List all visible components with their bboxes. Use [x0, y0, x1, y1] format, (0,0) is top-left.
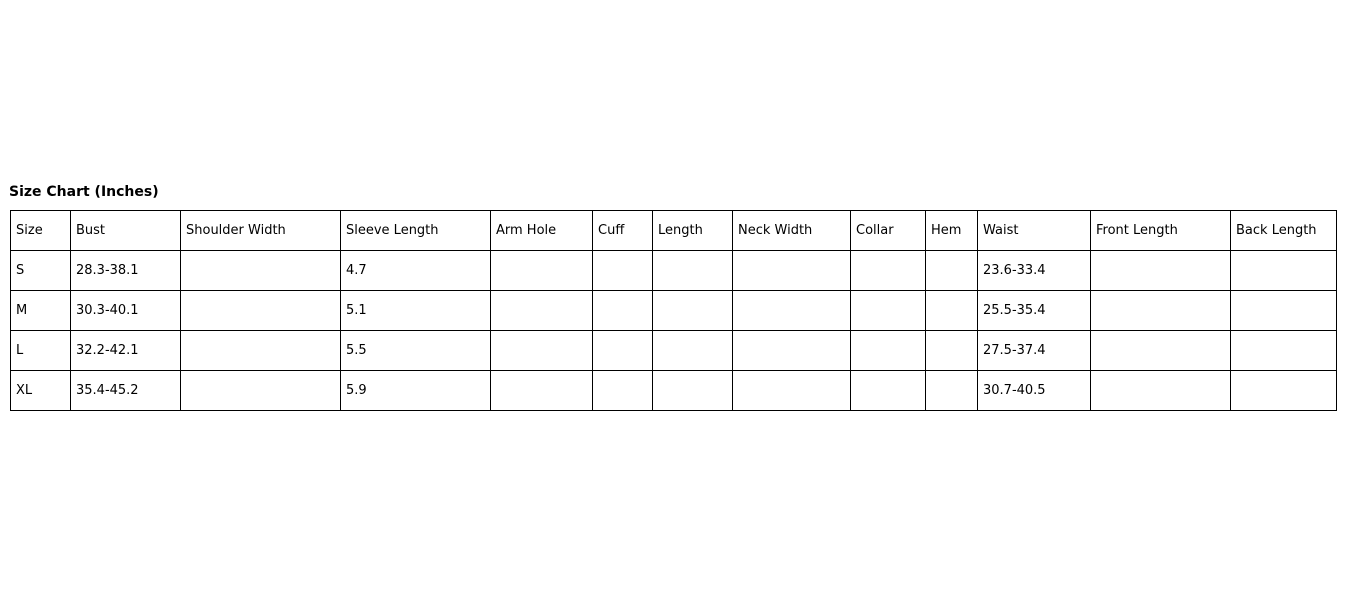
cell-sleeve-length: 5.5	[340, 330, 491, 371]
cell-size: XL	[10, 370, 71, 411]
cell-length	[652, 330, 733, 371]
cell-neck-width	[732, 330, 851, 371]
column-header-bust: Bust	[70, 210, 181, 251]
table-row-m: M 30.3-40.1 5.1 25.5-35.4	[10, 290, 1337, 331]
cell-bust: 28.3-38.1	[70, 250, 181, 291]
cell-front-length	[1090, 250, 1231, 291]
cell-shoulder-width	[180, 290, 341, 331]
cell-arm-hole	[490, 290, 593, 331]
cell-waist: 23.6-33.4	[977, 250, 1091, 291]
table-row-s: S 28.3-38.1 4.7 23.6-33.4	[10, 250, 1337, 291]
cell-length	[652, 290, 733, 331]
size-chart-table: Size Bust Shoulder Width Sleeve Length A…	[10, 210, 1337, 411]
cell-neck-width	[732, 370, 851, 411]
cell-bust: 35.4-45.2	[70, 370, 181, 411]
cell-sleeve-length: 5.1	[340, 290, 491, 331]
column-header-back-length: Back Length	[1230, 210, 1337, 251]
cell-collar	[850, 250, 926, 291]
cell-neck-width	[732, 250, 851, 291]
header-row: Size Bust Shoulder Width Sleeve Length A…	[10, 210, 1337, 251]
column-header-shoulder-width: Shoulder Width	[180, 210, 341, 251]
cell-cuff	[592, 370, 653, 411]
page-title: Size Chart (Inches)	[9, 184, 159, 200]
cell-waist: 25.5-35.4	[977, 290, 1091, 331]
cell-arm-hole	[490, 250, 593, 291]
cell-back-length	[1230, 370, 1337, 411]
cell-shoulder-width	[180, 330, 341, 371]
column-header-sleeve-length: Sleeve Length	[340, 210, 491, 251]
column-header-collar: Collar	[850, 210, 926, 251]
cell-cuff	[592, 250, 653, 291]
cell-front-length	[1090, 330, 1231, 371]
cell-back-length	[1230, 290, 1337, 331]
table-row-l: L 32.2-42.1 5.5 27.5-37.4	[10, 330, 1337, 371]
cell-bust: 30.3-40.1	[70, 290, 181, 331]
cell-sleeve-length: 4.7	[340, 250, 491, 291]
column-header-neck-width: Neck Width	[732, 210, 851, 251]
cell-size: L	[10, 330, 71, 371]
cell-shoulder-width	[180, 370, 341, 411]
cell-back-length	[1230, 250, 1337, 291]
cell-hem	[925, 250, 978, 291]
cell-hem	[925, 370, 978, 411]
cell-size: M	[10, 290, 71, 331]
column-header-front-length: Front Length	[1090, 210, 1231, 251]
cell-bust: 32.2-42.1	[70, 330, 181, 371]
cell-cuff	[592, 330, 653, 371]
cell-size: S	[10, 250, 71, 291]
cell-length	[652, 370, 733, 411]
cell-hem	[925, 290, 978, 331]
column-header-arm-hole: Arm Hole	[490, 210, 593, 251]
cell-sleeve-length: 5.9	[340, 370, 491, 411]
cell-back-length	[1230, 330, 1337, 371]
cell-neck-width	[732, 290, 851, 331]
cell-waist: 30.7-40.5	[977, 370, 1091, 411]
column-header-hem: Hem	[925, 210, 978, 251]
cell-arm-hole	[490, 370, 593, 411]
table-row-xl: XL 35.4-45.2 5.9 30.7-40.5	[10, 370, 1337, 411]
cell-cuff	[592, 290, 653, 331]
cell-collar	[850, 370, 926, 411]
cell-length	[652, 250, 733, 291]
cell-hem	[925, 330, 978, 371]
cell-waist: 27.5-37.4	[977, 330, 1091, 371]
cell-collar	[850, 330, 926, 371]
cell-front-length	[1090, 290, 1231, 331]
column-header-cuff: Cuff	[592, 210, 653, 251]
cell-arm-hole	[490, 330, 593, 371]
cell-shoulder-width	[180, 250, 341, 291]
cell-collar	[850, 290, 926, 331]
cell-front-length	[1090, 370, 1231, 411]
column-header-size: Size	[10, 210, 71, 251]
column-header-waist: Waist	[977, 210, 1091, 251]
column-header-length: Length	[652, 210, 733, 251]
